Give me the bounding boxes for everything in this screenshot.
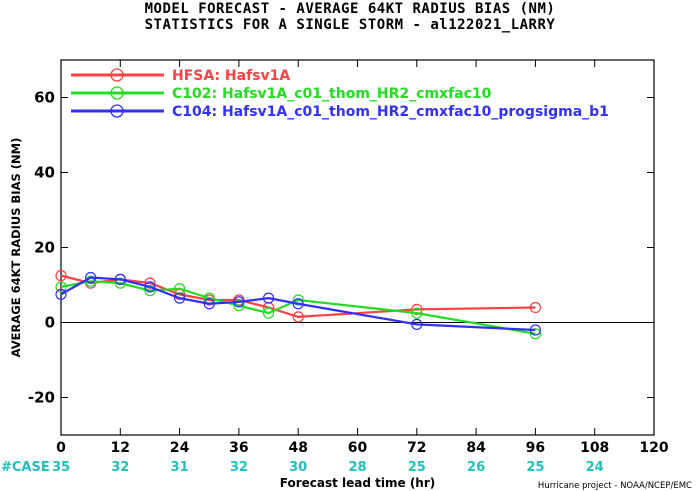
chart-subtitle: STATISTICS FOR A SINGLE STORM - al122021… bbox=[144, 17, 556, 33]
data-point bbox=[529, 324, 542, 336]
data-point bbox=[292, 294, 304, 306]
data-point bbox=[529, 328, 542, 340]
case-count: 35 bbox=[52, 460, 70, 475]
case-count: 26 bbox=[467, 460, 485, 475]
chart-title: MODEL FORECAST - AVERAGE 64KT RADIUS BIA… bbox=[144, 1, 556, 17]
series-line-1 bbox=[60, 274, 536, 318]
data-point bbox=[114, 277, 126, 289]
data-point bbox=[411, 303, 423, 315]
case-count: 25 bbox=[526, 460, 544, 475]
y-tick-label: 40 bbox=[34, 164, 55, 182]
case-count: 32 bbox=[230, 460, 248, 475]
data-point bbox=[144, 281, 156, 293]
data-point bbox=[55, 281, 67, 293]
data-point bbox=[529, 301, 542, 314]
case-count: 32 bbox=[111, 460, 129, 475]
x-tick-label: 36 bbox=[229, 440, 248, 456]
data-point bbox=[55, 270, 67, 282]
data-point bbox=[114, 273, 126, 285]
data-point bbox=[262, 307, 275, 319]
data-point bbox=[233, 300, 245, 312]
legend-entry: HFSA: Hafsv1A bbox=[172, 68, 290, 84]
data-point bbox=[262, 292, 275, 304]
legend-swatch-marker bbox=[110, 68, 124, 82]
x-tick-label: 24 bbox=[170, 440, 190, 456]
x-tick-label: 12 bbox=[111, 440, 130, 456]
y-tick-label: -20 bbox=[28, 389, 55, 407]
case-count: 30 bbox=[289, 460, 307, 475]
x-tick-label: 96 bbox=[526, 440, 545, 456]
data-point bbox=[144, 277, 156, 289]
x-tick-label: 108 bbox=[580, 440, 609, 456]
data-point bbox=[55, 288, 67, 300]
x-tick-label: 48 bbox=[288, 440, 307, 456]
x-tick-label: 0 bbox=[56, 440, 66, 456]
x-tick-label: 84 bbox=[466, 440, 486, 456]
data-point bbox=[411, 307, 423, 319]
y-tick-label: 60 bbox=[34, 89, 55, 107]
data-point bbox=[233, 296, 245, 308]
case-count: 31 bbox=[171, 460, 189, 475]
case-label: #CASE bbox=[1, 460, 50, 475]
y-tick-label: 0 bbox=[45, 314, 55, 332]
case-count: 25 bbox=[408, 460, 426, 475]
y-tick-label: 20 bbox=[34, 239, 55, 257]
case-count: 24 bbox=[586, 460, 604, 475]
data-point bbox=[411, 318, 423, 330]
data-point bbox=[174, 283, 186, 295]
x-tick-label: 72 bbox=[407, 440, 426, 456]
y-axis-label: AVERAGE 64KT RADIUS BIAS (NM) bbox=[9, 138, 23, 358]
legend-entry: C104: Hafsv1A_c01_thom_HR2_cmxfac10_prog… bbox=[172, 104, 609, 120]
legend-entry: C102: Hafsv1A_c01_thom_HR2_cmxfac10 bbox=[172, 86, 492, 102]
data-point bbox=[292, 298, 304, 310]
data-point bbox=[292, 311, 304, 323]
data-point bbox=[174, 292, 186, 304]
x-axis-label: Forecast lead time (hr) bbox=[280, 476, 436, 490]
legend-swatch-marker bbox=[110, 104, 124, 118]
x-tick-label: 60 bbox=[348, 440, 368, 456]
legend-swatch-marker bbox=[110, 86, 124, 100]
data-point bbox=[85, 271, 97, 284]
series-line-3 bbox=[60, 276, 536, 332]
x-tick-label: 120 bbox=[639, 440, 668, 456]
series-line-2 bbox=[60, 280, 536, 335]
footer-credit: Hurricane project - NOAA/NCEP/EMC bbox=[538, 481, 692, 491]
data-point bbox=[144, 285, 156, 297]
case-count: 28 bbox=[348, 460, 366, 475]
data-point bbox=[203, 298, 215, 310]
